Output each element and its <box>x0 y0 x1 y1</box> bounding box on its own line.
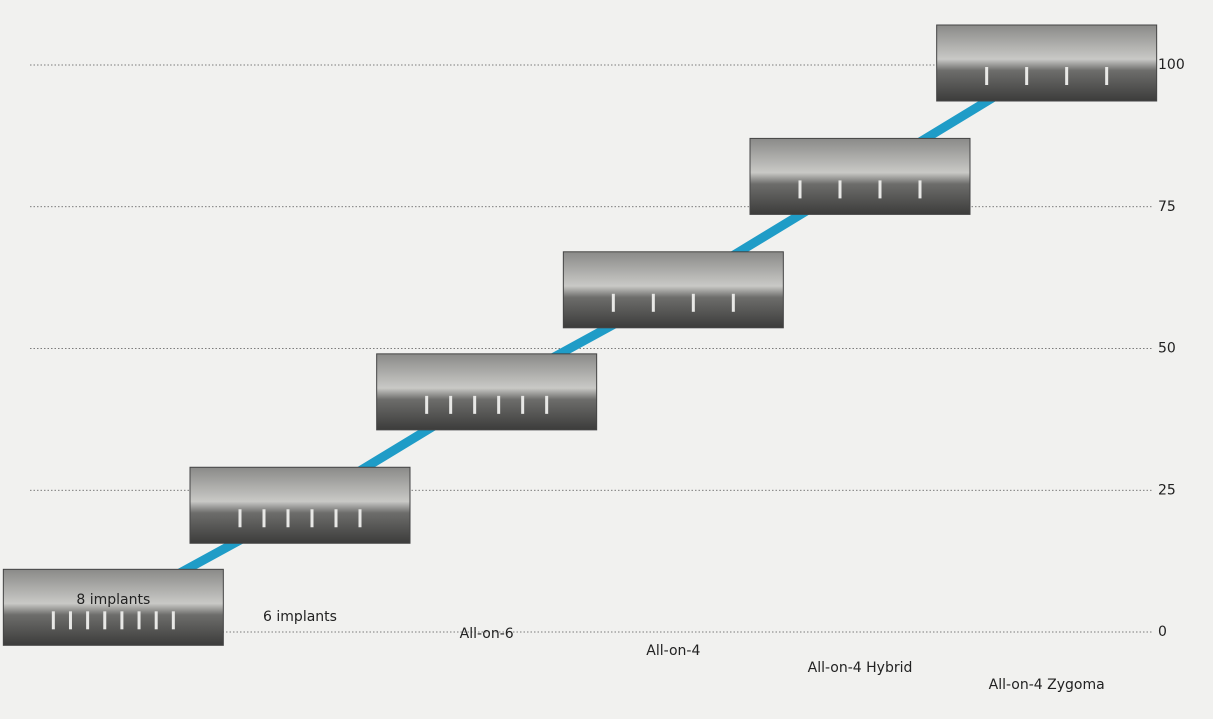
xray-image <box>936 24 1158 102</box>
xray-photo <box>189 466 411 544</box>
y-tick-label: 0 <box>1158 624 1167 640</box>
x-tick-label: All-on-6 <box>460 626 514 642</box>
x-tick-label: 8 implants <box>76 592 150 608</box>
x-tick-label: All-on-4 Hybrid <box>808 660 913 676</box>
x-tick-label: 6 implants <box>263 609 337 625</box>
y-tick-label: 100 <box>1158 57 1185 73</box>
y-tick-label: 25 <box>1158 482 1176 498</box>
x-tick-label: All-on-4 <box>646 643 700 659</box>
xray-photo <box>936 24 1158 102</box>
xray-image <box>189 466 411 544</box>
xray-image <box>376 353 598 431</box>
y-tick-label: 75 <box>1158 199 1176 215</box>
y-tick-label: 50 <box>1158 341 1176 357</box>
xray-photo <box>2 568 224 646</box>
xray-image <box>562 251 784 329</box>
xray-image <box>749 137 971 215</box>
xray-photo <box>562 251 784 329</box>
xray-photo <box>376 353 598 431</box>
xray-image <box>2 568 224 646</box>
xray-photo <box>749 137 971 215</box>
x-tick-label: All-on-4 Zygoma <box>989 677 1105 693</box>
